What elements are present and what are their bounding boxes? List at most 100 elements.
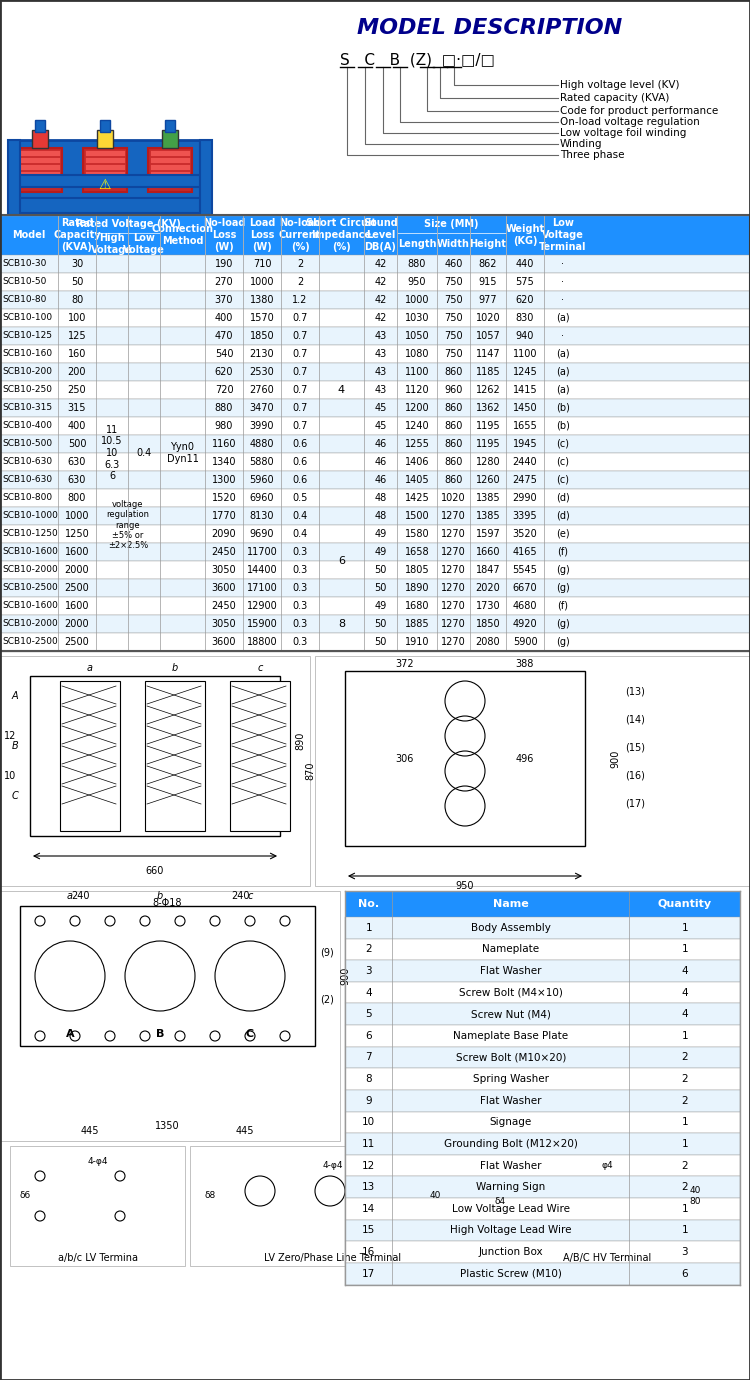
Text: SCB10-630: SCB10-630 (2, 458, 52, 466)
Text: 860: 860 (444, 475, 463, 484)
Text: 3: 3 (365, 966, 372, 976)
Text: Flat Washer: Flat Washer (480, 966, 542, 976)
Bar (345, 1068, 740, 1090)
Text: 8: 8 (365, 1074, 372, 1085)
Text: 1658: 1658 (405, 546, 429, 558)
Text: 4: 4 (365, 988, 372, 998)
Text: 1600: 1600 (64, 602, 89, 611)
Text: 2000: 2000 (64, 564, 89, 575)
Text: SCB10-800: SCB10-800 (2, 494, 52, 502)
Bar (0, 453, 750, 471)
Text: 1270: 1270 (441, 564, 466, 575)
Bar (0, 381, 750, 399)
Bar (345, 1003, 740, 1025)
Text: 1885: 1885 (405, 620, 429, 629)
Text: 2: 2 (682, 1053, 688, 1063)
Text: 100: 100 (68, 313, 86, 323)
Text: 2: 2 (297, 277, 303, 287)
Text: 0.7: 0.7 (292, 421, 308, 431)
Bar (60, 680, 120, 831)
Text: (a): (a) (556, 367, 570, 377)
Text: Plastic Screw (M10): Plastic Screw (M10) (460, 1268, 562, 1279)
Text: 190: 190 (214, 259, 233, 269)
Text: (e): (e) (556, 529, 570, 540)
Text: SCB10-500: SCB10-500 (2, 439, 52, 449)
Text: 42: 42 (374, 295, 387, 305)
Text: 2: 2 (682, 1074, 688, 1085)
Text: 14400: 14400 (247, 564, 278, 575)
Text: 630: 630 (68, 457, 86, 466)
Text: 0.4: 0.4 (292, 511, 308, 522)
Text: 1270: 1270 (441, 582, 466, 593)
Text: (13): (13) (625, 686, 645, 696)
Text: Length: Length (398, 239, 436, 248)
Text: 1405: 1405 (405, 475, 429, 484)
Bar (85, 178, 125, 184)
Text: 42: 42 (374, 277, 387, 287)
Text: a/b/c LV Termina: a/b/c LV Termina (58, 1253, 137, 1263)
Text: Low voltage foil winding: Low voltage foil winding (560, 128, 686, 138)
Text: 240: 240 (70, 891, 89, 901)
Text: 1195: 1195 (476, 439, 500, 449)
Text: 16: 16 (362, 1248, 375, 1257)
Text: High
Voltage: High Voltage (91, 233, 133, 255)
Bar (0, 891, 340, 1141)
Text: 1450: 1450 (513, 403, 537, 413)
Text: Nameplate: Nameplate (482, 944, 539, 955)
Text: 440: 440 (516, 259, 534, 269)
Text: 3470: 3470 (250, 403, 274, 413)
Text: 6: 6 (682, 1268, 688, 1279)
Bar (10, 175, 210, 188)
Text: 950: 950 (456, 880, 474, 891)
Text: LV Zero/Phase Line Terminal: LV Zero/Phase Line Terminal (264, 1253, 401, 1263)
Bar (18, 148, 62, 192)
Bar (0, 417, 750, 435)
Text: 1270: 1270 (441, 620, 466, 629)
Text: 8130: 8130 (250, 511, 274, 522)
Text: 0.3: 0.3 (292, 638, 308, 647)
Text: 2450: 2450 (211, 602, 236, 611)
Text: 1660: 1660 (476, 546, 500, 558)
Text: 2440: 2440 (513, 457, 537, 466)
Text: c: c (257, 662, 262, 673)
Text: b: b (172, 662, 178, 673)
Text: 48: 48 (374, 511, 387, 522)
Text: Junction Box: Junction Box (478, 1248, 543, 1257)
Text: 2: 2 (682, 1183, 688, 1192)
Text: 2760: 2760 (250, 385, 274, 395)
Text: (14): (14) (625, 713, 645, 724)
Text: 43: 43 (374, 367, 387, 377)
Text: 5960: 5960 (250, 475, 274, 484)
Text: (c): (c) (556, 475, 569, 484)
Text: 1655: 1655 (513, 421, 537, 431)
Text: 46: 46 (374, 475, 387, 484)
Bar (0, 471, 750, 489)
Bar (230, 680, 290, 831)
Text: SCB10-100: SCB10-100 (2, 313, 52, 323)
Text: SCB10-2500: SCB10-2500 (2, 584, 58, 592)
Text: 4680: 4680 (513, 602, 537, 611)
Text: 1245: 1245 (513, 367, 537, 377)
Text: 42: 42 (374, 259, 387, 269)
Text: 3600: 3600 (211, 638, 236, 647)
Bar (97, 130, 113, 148)
Text: 0.3: 0.3 (292, 582, 308, 593)
Text: 10: 10 (4, 771, 16, 781)
Bar (345, 1241, 740, 1263)
Text: Code for product performance: Code for product performance (560, 106, 718, 116)
Text: 1240: 1240 (405, 421, 429, 431)
Text: SCB10-50: SCB10-50 (2, 277, 46, 287)
Text: 0.7: 0.7 (292, 331, 308, 341)
Text: 240: 240 (231, 891, 249, 901)
Text: 1262: 1262 (476, 385, 500, 395)
Bar (345, 1046, 740, 1068)
Bar (0, 542, 750, 562)
Text: 750: 750 (444, 349, 463, 359)
Text: 620: 620 (214, 367, 233, 377)
Text: 2: 2 (297, 259, 303, 269)
Text: 4880: 4880 (250, 439, 274, 449)
Text: C: C (12, 791, 18, 800)
Text: (f): (f) (557, 546, 568, 558)
Text: 1406: 1406 (405, 457, 429, 466)
Bar (0, 598, 750, 615)
